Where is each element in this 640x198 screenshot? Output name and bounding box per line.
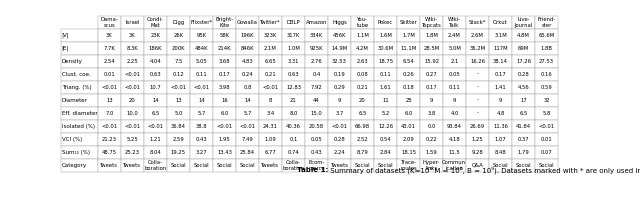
Text: Summary of datasets (K=10³ M = 10⁶, B = 10⁹). Datasets marked with * are only us: Summary of datasets (K=10³ M = 10⁶, B = … — [328, 166, 640, 174]
Text: Table 1:: Table 1: — [297, 167, 328, 173]
